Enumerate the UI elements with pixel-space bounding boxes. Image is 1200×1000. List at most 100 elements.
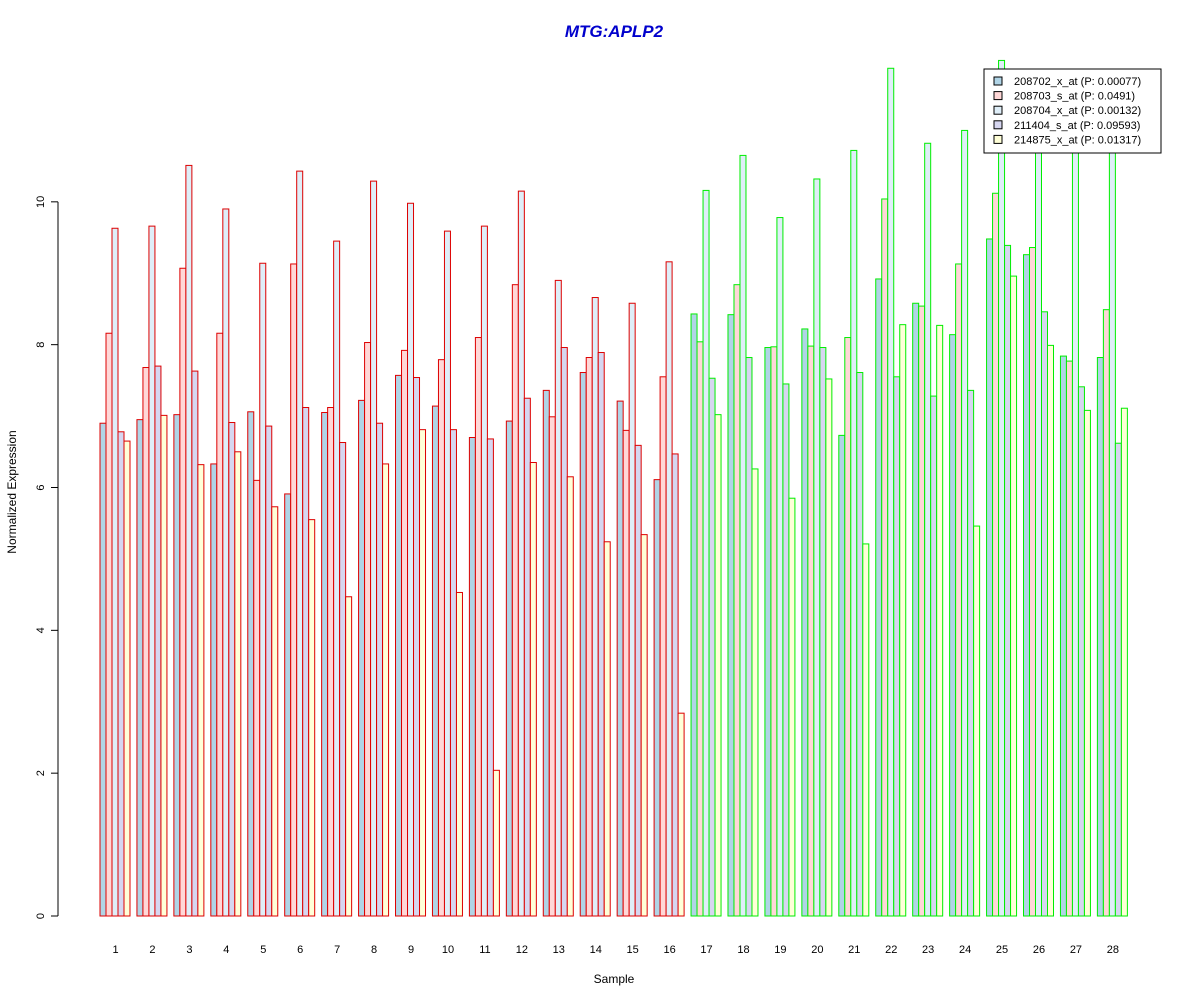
bar (117, 431, 125, 917)
bar (739, 154, 747, 917)
bar (918, 305, 926, 917)
bar-group (616, 302, 648, 917)
bar (160, 414, 168, 917)
bar (659, 376, 667, 917)
x-tick-label: 23 (922, 944, 934, 956)
bar (296, 170, 304, 917)
bar (1029, 247, 1036, 917)
bar (819, 347, 827, 917)
bar-group (173, 164, 205, 917)
bar (523, 397, 531, 917)
bar (339, 442, 347, 917)
bar (401, 349, 409, 917)
bar (992, 192, 1000, 917)
y-axis-label: Normalized Expression (5, 430, 19, 553)
legend-swatch (993, 105, 1003, 115)
bar (825, 378, 833, 917)
bar (321, 412, 329, 917)
bar (395, 374, 403, 917)
bar (419, 429, 427, 917)
bar (1047, 344, 1054, 917)
x-axis-label: Sample (594, 972, 635, 986)
y-tick-label: 6 (35, 484, 47, 490)
bar (333, 240, 341, 917)
bar (862, 543, 870, 917)
bar (486, 438, 494, 917)
bar (634, 444, 642, 917)
bar (358, 399, 366, 917)
bar (474, 337, 482, 917)
bar (640, 534, 648, 917)
bar (413, 377, 421, 917)
bar (505, 420, 513, 917)
bar (603, 541, 611, 917)
bar (770, 346, 778, 917)
bar (1077, 386, 1085, 917)
x-tick-label: 17 (700, 944, 712, 956)
x-tick-label: 6 (297, 944, 303, 956)
x-tick-label: 4 (223, 944, 229, 956)
bar (345, 596, 353, 917)
bar (782, 383, 790, 917)
bar (566, 476, 574, 917)
bar (554, 279, 562, 917)
bar-group (1059, 125, 1091, 917)
bar (745, 357, 753, 917)
bar-group (395, 202, 427, 917)
bar (616, 400, 624, 917)
legend-swatch (993, 91, 1003, 101)
y-axis: 0 2 4 6 8 10 (35, 196, 59, 919)
bar (677, 712, 685, 917)
bar (271, 506, 279, 917)
bar (955, 263, 963, 917)
bar-group (505, 190, 537, 917)
bar-group (949, 129, 981, 917)
bar-area (99, 59, 1128, 917)
bar (290, 263, 298, 917)
bar (179, 267, 187, 917)
bar-group (986, 59, 1018, 917)
bar-group (358, 180, 390, 917)
bar (585, 357, 593, 917)
bar (542, 389, 550, 917)
bar (893, 376, 901, 917)
bar (1096, 357, 1104, 917)
bar (973, 525, 981, 917)
legend-entry: 208702_x_at (P: 0.00077) (1014, 76, 1141, 88)
bar (437, 359, 445, 917)
bar (148, 225, 156, 917)
x-tick-label: 25 (996, 944, 1008, 956)
bar (813, 178, 821, 917)
x-tick-label: 19 (774, 944, 786, 956)
bar (1004, 244, 1012, 917)
legend-box (983, 68, 1162, 154)
bar (671, 453, 679, 917)
bar (628, 302, 636, 917)
x-tick-label: 27 (1070, 944, 1082, 956)
bar (511, 284, 519, 917)
bar (284, 493, 292, 917)
bar (912, 302, 920, 917)
legend-entry: 214875_x_at (P: 0.01317) (1014, 134, 1141, 146)
bar (961, 129, 969, 917)
bar (327, 407, 335, 917)
bar (844, 337, 852, 917)
legend-swatch (993, 134, 1003, 144)
bar (727, 314, 735, 917)
bar (696, 341, 704, 917)
y-tick-label: 2 (35, 770, 47, 776)
legend-entry: 208703_s_at (P: 0.0491) (1014, 91, 1135, 103)
legend: 208702_x_at (P: 0.00077) 208703_s_at (P: … (983, 68, 1162, 154)
bar (99, 422, 107, 917)
x-tick-label: 20 (811, 944, 823, 956)
x-tick-label: 8 (371, 944, 377, 956)
bar (714, 414, 722, 917)
bar (702, 189, 710, 917)
bar (665, 261, 673, 917)
y-tick-label: 0 (35, 913, 47, 919)
bar (1120, 407, 1128, 917)
bar (302, 407, 310, 917)
bar (875, 278, 883, 917)
bar (142, 367, 150, 917)
